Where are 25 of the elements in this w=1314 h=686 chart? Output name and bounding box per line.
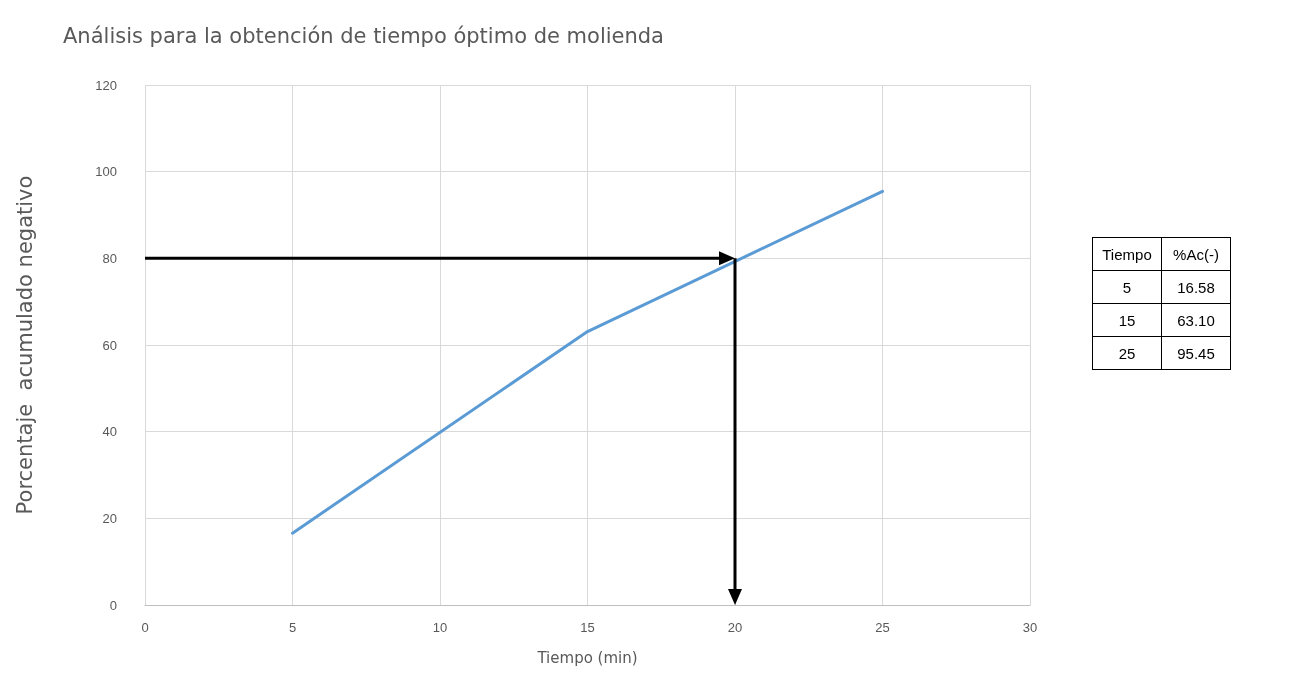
x-tick-label: 20: [727, 620, 743, 635]
text: 5: [1092, 270, 1162, 304]
x-tick-label: 10: [432, 620, 448, 635]
text: 15: [1092, 303, 1162, 337]
text: 63.10: [1161, 303, 1231, 337]
y-tick-label: 20: [102, 510, 117, 526]
x-tick-label: 15: [580, 620, 595, 635]
x-axis-title: Tiempo (min): [536, 648, 638, 667]
text: Tiempo: [1092, 237, 1162, 271]
chart-title: Análisis para la obtención de tiempo óptimo de molienda: [63, 23, 664, 48]
y-axis-title: Porcentaje acumulado negativo: [12, 175, 37, 515]
y-tick-label: 60: [102, 337, 117, 353]
x-tick-label: 25: [875, 620, 890, 635]
y-tick-label: 120: [95, 77, 117, 93]
x-tick-label: 0: [141, 620, 149, 635]
text: 95.45: [1161, 336, 1231, 370]
text: 25: [1092, 336, 1162, 370]
y-tick-label: 80: [102, 250, 117, 266]
y-tick-label: 100: [95, 164, 117, 180]
x-tick-label: 30: [1022, 620, 1038, 635]
text: %Ac(-): [1161, 237, 1231, 271]
y-tick-label: 40: [102, 424, 117, 440]
text: 16.58: [1161, 270, 1231, 304]
x-tick-label: 5: [288, 620, 297, 635]
y-tick-label: 0: [109, 597, 117, 613]
